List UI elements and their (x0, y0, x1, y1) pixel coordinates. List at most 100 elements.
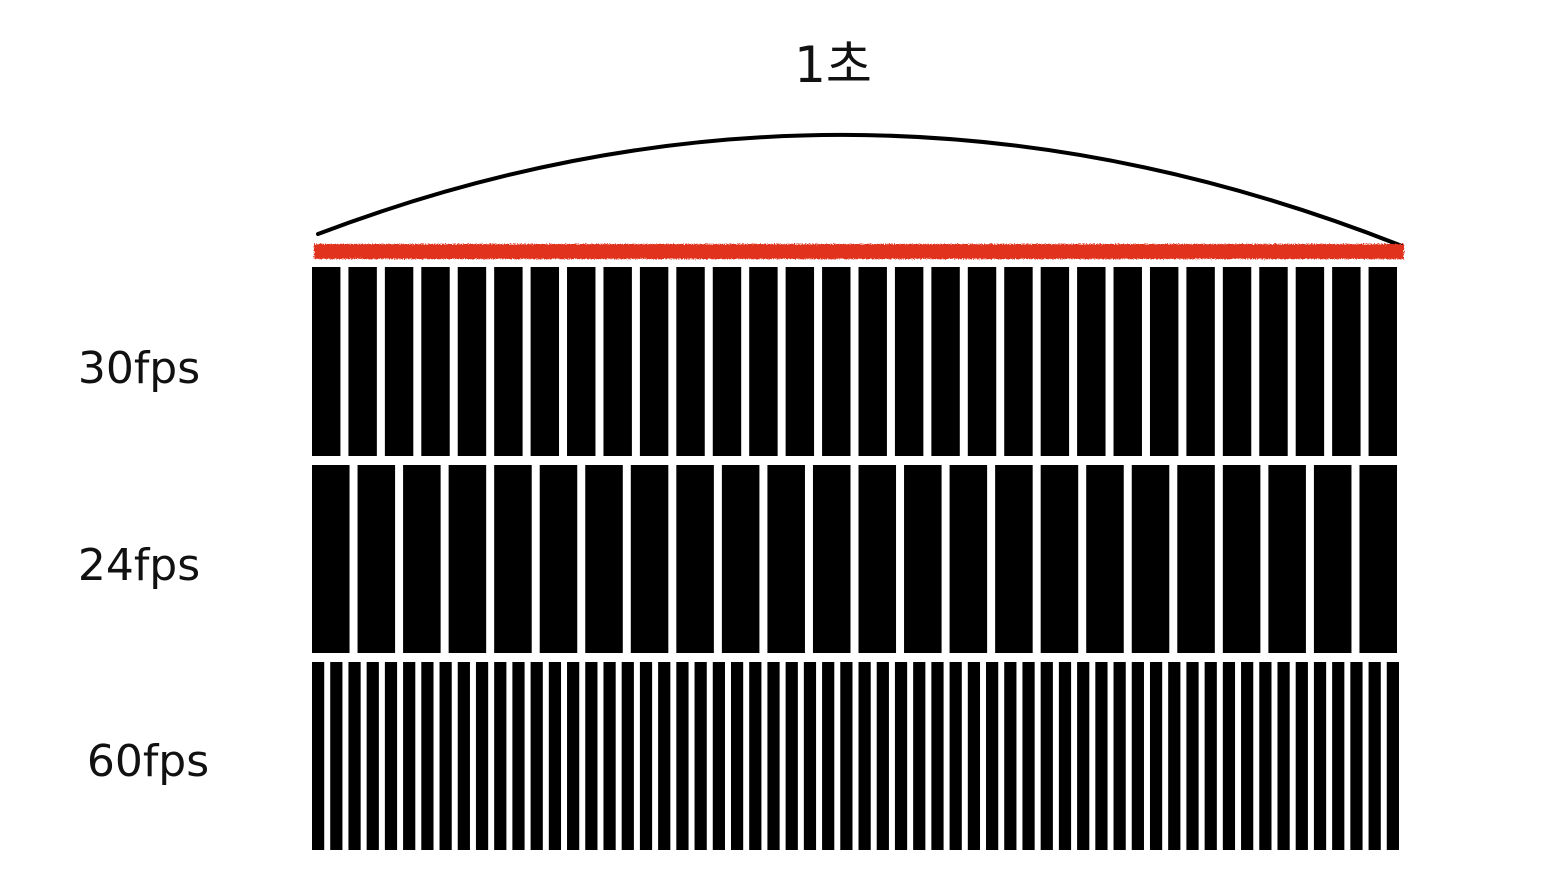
frame-bar (1004, 267, 1033, 456)
frame-bar (1313, 465, 1352, 653)
one-second-arc (316, 133, 1404, 248)
frame-bar (858, 465, 897, 653)
frame-bar (585, 662, 598, 850)
frame-bar (1204, 662, 1217, 850)
frame-bar (312, 267, 341, 456)
frame-bar (439, 662, 452, 850)
frame-bar (1259, 267, 1288, 456)
frame-bar (457, 662, 470, 850)
frame-bar (986, 662, 999, 850)
frame-bar (894, 662, 908, 850)
frame-bar (694, 662, 707, 850)
frame-bar (904, 465, 942, 653)
frame-bar (1149, 267, 1179, 456)
frame-bar (803, 662, 817, 850)
frame-bar (1186, 267, 1215, 456)
frame-bar (1295, 662, 1308, 850)
frame-bar (421, 662, 434, 850)
frame-bar (603, 267, 632, 456)
frame-bar (384, 662, 398, 850)
frame-bar (403, 465, 441, 653)
frame-bar (475, 662, 489, 850)
frame-bar (457, 267, 487, 456)
frame-bar (949, 662, 962, 850)
frame-bar (403, 662, 416, 850)
frame-bar (585, 465, 623, 653)
row-label-60fps: 60fps (87, 736, 209, 787)
frame-bar (1004, 662, 1017, 850)
frame-bar (348, 662, 361, 850)
frame-bar (1058, 662, 1072, 850)
frame-bar (357, 465, 396, 653)
frame-bar (1086, 465, 1124, 653)
frame-bar (494, 662, 507, 850)
frame-bar (330, 662, 343, 850)
frame-bar (1222, 267, 1252, 456)
frame-bar (967, 662, 981, 850)
frame-bar (931, 267, 960, 456)
one-second-marker (314, 244, 1404, 259)
frame-bar (312, 662, 325, 850)
frame-bar (1040, 267, 1070, 456)
frame-bar (721, 465, 760, 653)
frame-bar (1268, 465, 1306, 653)
frame-bar (858, 662, 871, 850)
frame-bar (1332, 662, 1345, 850)
frame-bar (630, 465, 669, 653)
frame-bar (494, 465, 532, 653)
frame-bar (1022, 662, 1035, 850)
frame-bar (858, 267, 887, 456)
frame-bar (840, 662, 853, 850)
frame-bar (348, 267, 377, 456)
frame-bar (676, 267, 705, 456)
frame-bar (1350, 662, 1363, 850)
frame-bar (1131, 465, 1170, 653)
frame-bar (749, 267, 778, 456)
frame-bar (995, 465, 1033, 653)
frame-bar (448, 465, 487, 653)
frame-bar (1222, 465, 1261, 653)
frame-bar (949, 465, 988, 653)
frame-bar (1259, 662, 1272, 850)
frame-bar (530, 267, 560, 456)
frame-bar (1040, 465, 1079, 653)
frame-bar (1386, 662, 1399, 850)
frame-bar (1040, 662, 1053, 850)
frame-bar (366, 662, 379, 850)
frame-bar (822, 267, 851, 456)
frame-bar (384, 267, 414, 456)
frame-bar (749, 662, 762, 850)
frame-bar (894, 267, 924, 456)
frame-bar (1186, 662, 1199, 850)
frame-bar (1368, 267, 1397, 456)
frame-bar (676, 662, 689, 850)
frame-bar (1177, 465, 1215, 653)
frames-24fps-row (312, 465, 1397, 653)
frame-bar (1168, 662, 1181, 850)
frame-bar (913, 662, 926, 850)
frame-bar (1149, 662, 1163, 850)
frame-bar (639, 662, 653, 850)
frame-bar (548, 662, 562, 850)
frame-bar (1277, 662, 1290, 850)
frame-bar (621, 662, 634, 850)
frame-bar (712, 662, 725, 850)
frames-30fps-row (312, 267, 1397, 456)
frame-bar (494, 267, 523, 456)
frame-bar (567, 267, 596, 456)
frame-bar (312, 465, 350, 653)
duration-label: 1초 (794, 36, 872, 94)
frame-bar (421, 267, 450, 456)
frame-bar (712, 267, 742, 456)
frame-bar (767, 662, 780, 850)
frames-60fps-row (312, 662, 1399, 850)
frame-bar (1295, 267, 1325, 456)
frame-bar (931, 662, 944, 850)
frame-bar (1368, 662, 1381, 850)
frame-bar (1359, 465, 1397, 653)
frame-bar (676, 465, 714, 653)
frame-bar (1332, 267, 1361, 456)
frame-bar (1222, 662, 1236, 850)
frame-bar (822, 662, 835, 850)
